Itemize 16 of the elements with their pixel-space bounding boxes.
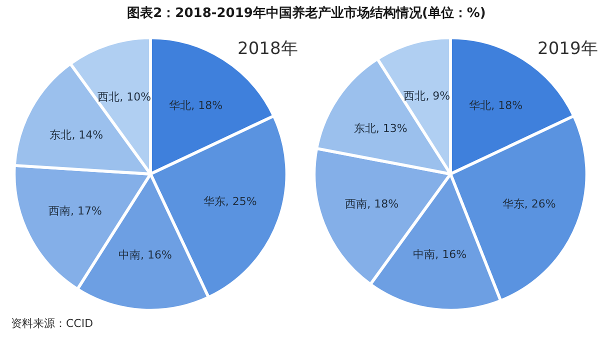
- chart-title: 图表2：2018-2019年中国养老产业市场结构情况(单位：%): [127, 5, 486, 23]
- slice-label: 西南, 17%: [48, 204, 102, 218]
- slice-label: 中南, 16%: [413, 248, 467, 262]
- slice-label: 西北, 9%: [404, 90, 450, 103]
- slice-label: 中南, 16%: [118, 248, 172, 262]
- chart-subtitle: 2018年: [238, 39, 298, 60]
- slice-label: 西北, 10%: [98, 90, 152, 104]
- text: 资料来源：CCID: [11, 316, 94, 332]
- slice-label: 华东, 25%: [203, 195, 257, 208]
- slice-label: 东北, 13%: [354, 122, 408, 135]
- slice-label: 西南, 18%: [345, 197, 399, 210]
- slice-label: 华东, 26%: [502, 197, 556, 210]
- slice-label: 华北, 18%: [469, 98, 523, 112]
- slice-label: 东北, 14%: [50, 128, 104, 142]
- slice-label: 华北, 18%: [169, 98, 223, 112]
- chart-subtitle: 2019年: [538, 39, 598, 60]
